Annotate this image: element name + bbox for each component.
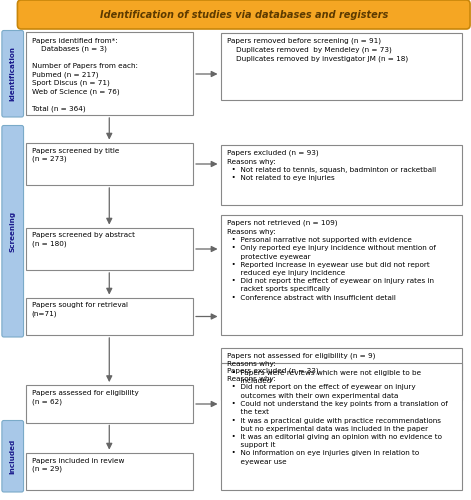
Text: Identification: Identification bbox=[10, 46, 16, 101]
Text: Papers included in review
(n = 29): Papers included in review (n = 29) bbox=[32, 458, 124, 472]
Bar bbox=[26, 32, 193, 115]
Text: Papers removed before screening (n = 91)
    Duplicates removed  by Mendeley (n : Papers removed before screening (n = 91)… bbox=[227, 38, 408, 62]
Text: Papers not retrieved (n = 109)
Reasons why:
  •  Personal narrative not supporte: Papers not retrieved (n = 109) Reasons w… bbox=[227, 220, 436, 300]
Bar bbox=[221, 145, 462, 205]
Text: Papers screened by abstract
(n = 180): Papers screened by abstract (n = 180) bbox=[32, 232, 135, 247]
Text: Papers sought for retrieval
(n=71): Papers sought for retrieval (n=71) bbox=[32, 302, 128, 318]
FancyBboxPatch shape bbox=[17, 0, 470, 29]
Bar bbox=[221, 32, 462, 100]
Bar bbox=[26, 385, 193, 422]
Text: Papers excluded (n = 93)
Reasons why:
  •  Not related to tennis, squash, badmin: Papers excluded (n = 93) Reasons why: • … bbox=[227, 150, 436, 181]
Bar bbox=[26, 452, 193, 490]
FancyBboxPatch shape bbox=[2, 420, 24, 492]
FancyBboxPatch shape bbox=[2, 30, 24, 117]
Bar bbox=[221, 362, 462, 490]
Text: Papers excluded (n = 33)
Reasons why:
  •  Did not report on the effect of eyewe: Papers excluded (n = 33) Reasons why: • … bbox=[227, 368, 448, 465]
Text: Screening: Screening bbox=[10, 210, 16, 252]
Text: Papers screened by title
(n = 273): Papers screened by title (n = 273) bbox=[32, 148, 119, 162]
Text: Papers not assessed for eligibility (n = 9)
Reasons why:
  •  Papers were review: Papers not assessed for eligibility (n =… bbox=[227, 352, 421, 384]
Text: Included: Included bbox=[10, 438, 16, 474]
Bar bbox=[221, 348, 462, 400]
Bar bbox=[26, 298, 193, 335]
Text: Identification of studies via databases and registers: Identification of studies via databases … bbox=[100, 10, 388, 20]
FancyBboxPatch shape bbox=[2, 126, 24, 337]
Text: Papers identified from*:
    Databases (n = 3)

Number of Papers from each:
Pubm: Papers identified from*: Databases (n = … bbox=[32, 38, 138, 112]
Text: Papers assessed for eligibility
(n = 62): Papers assessed for eligibility (n = 62) bbox=[32, 390, 138, 405]
Bar bbox=[26, 142, 193, 185]
Bar bbox=[26, 228, 193, 270]
Bar bbox=[221, 215, 462, 335]
